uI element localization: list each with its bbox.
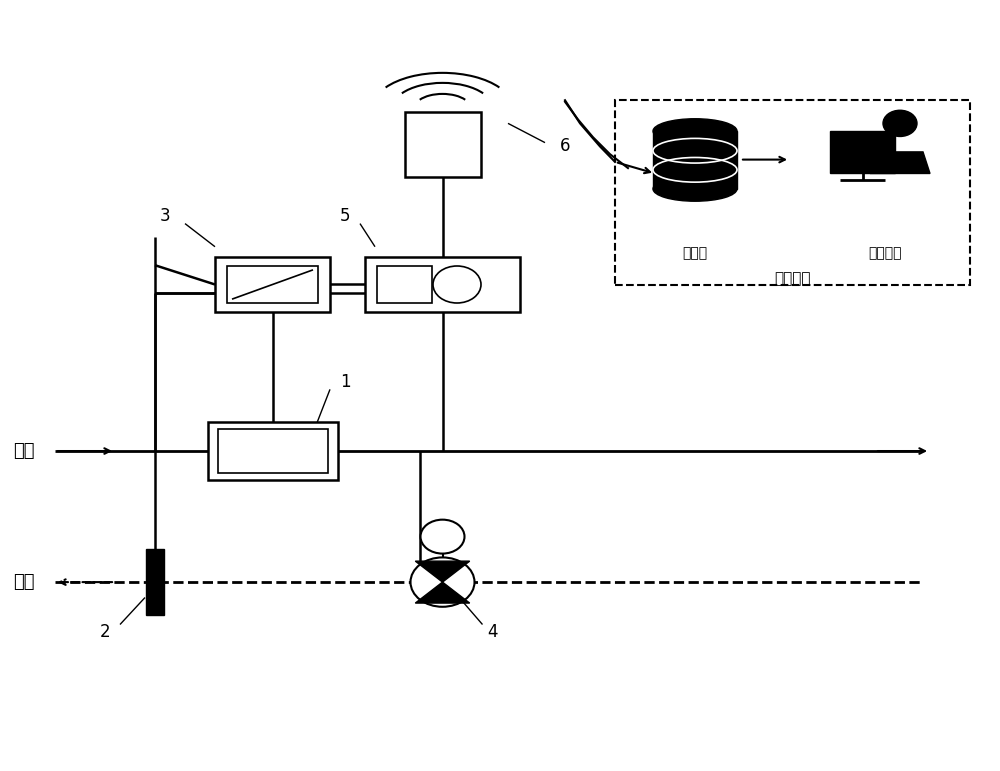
Bar <box>218 429 328 473</box>
Text: 显示终端: 显示终端 <box>868 246 902 260</box>
Bar <box>227 266 318 303</box>
Text: 服务器: 服务器 <box>682 246 708 260</box>
Polygon shape <box>870 152 930 173</box>
Text: 1: 1 <box>340 372 350 391</box>
Bar <box>146 549 164 615</box>
Bar <box>404 112 480 177</box>
Ellipse shape <box>653 177 737 201</box>
Ellipse shape <box>653 119 737 143</box>
Circle shape <box>411 557 475 607</box>
Bar <box>208 422 338 480</box>
Polygon shape <box>415 582 470 603</box>
Bar <box>377 266 432 303</box>
Circle shape <box>420 520 464 554</box>
Bar <box>365 257 520 312</box>
Text: 4: 4 <box>487 623 498 641</box>
Text: 3: 3 <box>160 207 170 225</box>
Text: 回水: 回水 <box>14 573 35 591</box>
Text: 监控平台: 监控平台 <box>774 271 811 287</box>
Polygon shape <box>415 561 470 582</box>
FancyBboxPatch shape <box>615 100 970 285</box>
Bar <box>653 131 737 189</box>
Circle shape <box>433 266 481 303</box>
Text: 2: 2 <box>100 623 110 641</box>
Bar <box>215 257 330 312</box>
Text: 5: 5 <box>340 207 350 225</box>
Text: 供水: 供水 <box>14 442 35 460</box>
Bar <box>830 131 895 173</box>
Text: 6: 6 <box>560 137 570 156</box>
Circle shape <box>883 110 917 136</box>
